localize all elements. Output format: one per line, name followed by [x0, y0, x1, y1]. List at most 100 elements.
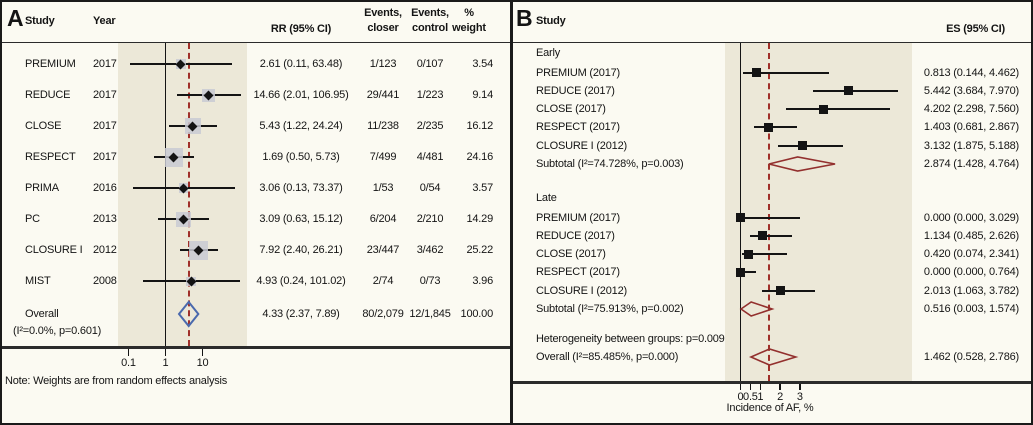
study-name-label: PREMIUM (2017): [536, 66, 620, 79]
subtotal-diamond: [739, 301, 775, 317]
axis-tick-label: 2: [777, 391, 784, 403]
axis-tick-label: 0: [737, 391, 744, 403]
axis-tick: [759, 383, 762, 390]
study-name-label: CLOSURE I: [25, 244, 83, 257]
weight-value: 3.96: [472, 275, 493, 288]
es-ci-value: 5.442 (3.684, 7.970): [923, 84, 1019, 97]
panel-b-xaxis-label: Incidence of AF, %: [726, 402, 814, 414]
events-control-value: 3/462: [416, 244, 444, 257]
rr-ci-value: 2.61 (0.11, 63.48): [259, 58, 343, 70]
axis-tick-label: 1: [757, 391, 764, 403]
rr-ci-value: 7.92 (2.40, 26.21): [259, 244, 343, 257]
study-name-label: RESPECT (2017): [536, 266, 620, 279]
panel-b-ref-line: [739, 42, 742, 381]
panel-b-label: B: [516, 5, 533, 31]
axis-tick: [127, 348, 130, 356]
panel-b-header-rule: [513, 41, 1031, 43]
ci-line: [761, 289, 816, 292]
rr-ci-value: 4.93 (0.24, 101.02): [256, 275, 346, 288]
subtotal-label: Subtotal (I²=75.913%, p=0.002): [536, 303, 684, 315]
weight-value: 100.00: [460, 308, 494, 320]
panel-a-header-weight: % weight: [452, 7, 486, 34]
study-year-label: 2017: [93, 120, 117, 133]
events-control-value: 0/73: [419, 275, 441, 288]
es-ci-value: 0.813 (0.144, 4.462): [923, 66, 1019, 79]
ci-line: [777, 144, 844, 147]
es-ci-value: 1.134 (0.485, 2.626): [923, 229, 1019, 242]
events-closure-value: 23/447: [366, 244, 400, 257]
overall-label: Overall (I²=85.485%, p=0.000): [536, 351, 679, 363]
panel-a-plot-band: [118, 42, 247, 346]
study-name-label: PREMIUM (2017): [536, 211, 620, 224]
es-ci-value: 1.462 (0.528, 2.786): [923, 351, 1019, 363]
events-control-value: 12/1,845: [409, 308, 451, 320]
panel-a-header-study: Study: [25, 15, 55, 27]
overall-stats-label: (I²=0.0%, p=0.601): [13, 325, 102, 337]
weight-value: 24.16: [466, 151, 493, 164]
events-closure-value: 1/123: [369, 58, 397, 70]
axis-tick: [749, 383, 752, 390]
study-name-label: CLOSE (2017): [536, 103, 606, 116]
events-closure-value: 6/204: [369, 213, 397, 226]
panel-a-header-year: Year: [93, 15, 116, 27]
panel-b-heterogeneity-text: Heterogeneity between groups: p=0.009: [536, 333, 725, 345]
study-year-label: 2013: [93, 213, 117, 226]
study-name-label: RESPECT (2017): [536, 121, 620, 134]
rr-ci-value: 3.06 (0.13, 73.37): [259, 182, 343, 195]
point-marker: [798, 141, 807, 151]
panel-b-axis-rule: [513, 381, 1031, 384]
weight-value: 16.12: [466, 120, 493, 133]
panel-a-header-events-control: Events, control: [411, 7, 449, 34]
point-marker: [819, 104, 829, 114]
point-marker: [775, 286, 785, 296]
study-year-label: 2017: [93, 89, 117, 102]
es-ci-value: 2.013 (1.063, 3.782): [923, 284, 1019, 297]
rr-ci-value: 4.33 (2.37, 7.89): [262, 308, 340, 320]
subtotal-diamond: [768, 156, 835, 172]
ci-line: [813, 89, 899, 92]
study-year-label: 2017: [93, 151, 117, 164]
point-marker: [736, 267, 745, 277]
study-name-label: CLOSE (2017): [536, 248, 606, 261]
panel-a-header-events-closure: Events, closer: [364, 7, 402, 34]
es-ci-value: 0.000 (0.000, 3.029): [923, 211, 1019, 224]
study-name-label: PC: [25, 213, 40, 226]
es-ci-value: 3.132 (1.875, 5.188): [923, 139, 1019, 152]
panel-b-header-study: Study: [536, 15, 566, 27]
study-name-label: RESPECT: [25, 151, 76, 164]
overall-diamond: [178, 300, 200, 328]
axis-tick-label: 1: [162, 357, 169, 369]
axis-tick-label: 0.1: [121, 357, 136, 369]
panel-a-ref-line: [164, 42, 167, 347]
events-control-value: 2/235: [416, 120, 444, 133]
panel-a-note: Note: Weights are from random effects an…: [5, 375, 228, 387]
point-marker: [843, 86, 853, 96]
events-closure-value: 7/499: [369, 151, 397, 164]
axis-tick: [739, 383, 742, 390]
axis-tick: [201, 348, 204, 356]
point-marker: [752, 68, 762, 77]
point-marker: [758, 231, 768, 241]
study-year-label: 2017: [93, 58, 117, 70]
ci-line: [786, 108, 891, 111]
point-marker: [744, 249, 754, 259]
panel-b-header-es: ES (95% CI): [946, 23, 1005, 35]
panel-b-pooled-dashed-line: [768, 42, 771, 381]
events-closure-value: 1/53: [372, 182, 394, 195]
es-ci-value: 0.420 (0.074, 2.341): [923, 248, 1019, 261]
events-closure-value: 11/238: [367, 120, 399, 133]
events-control-value: 4/481: [416, 151, 444, 164]
subtotal-label: Subtotal (I²=74.728%, p=0.003): [536, 158, 684, 170]
study-name-label: REDUCE (2017): [536, 229, 615, 242]
es-ci-value: 0.516 (0.003, 1.574): [923, 303, 1019, 315]
axis-tick: [779, 383, 781, 390]
panel-divider: [510, 0, 513, 425]
axis-tick-label: 10: [196, 357, 209, 369]
ci-line: [741, 253, 787, 256]
weight-value: 14.29: [466, 213, 493, 226]
events-closure-value: 29/441: [366, 89, 400, 102]
ci-line: [740, 216, 801, 219]
study-name-label: PRIMA: [25, 182, 59, 195]
axis-tick-label: 0.5: [743, 391, 758, 403]
